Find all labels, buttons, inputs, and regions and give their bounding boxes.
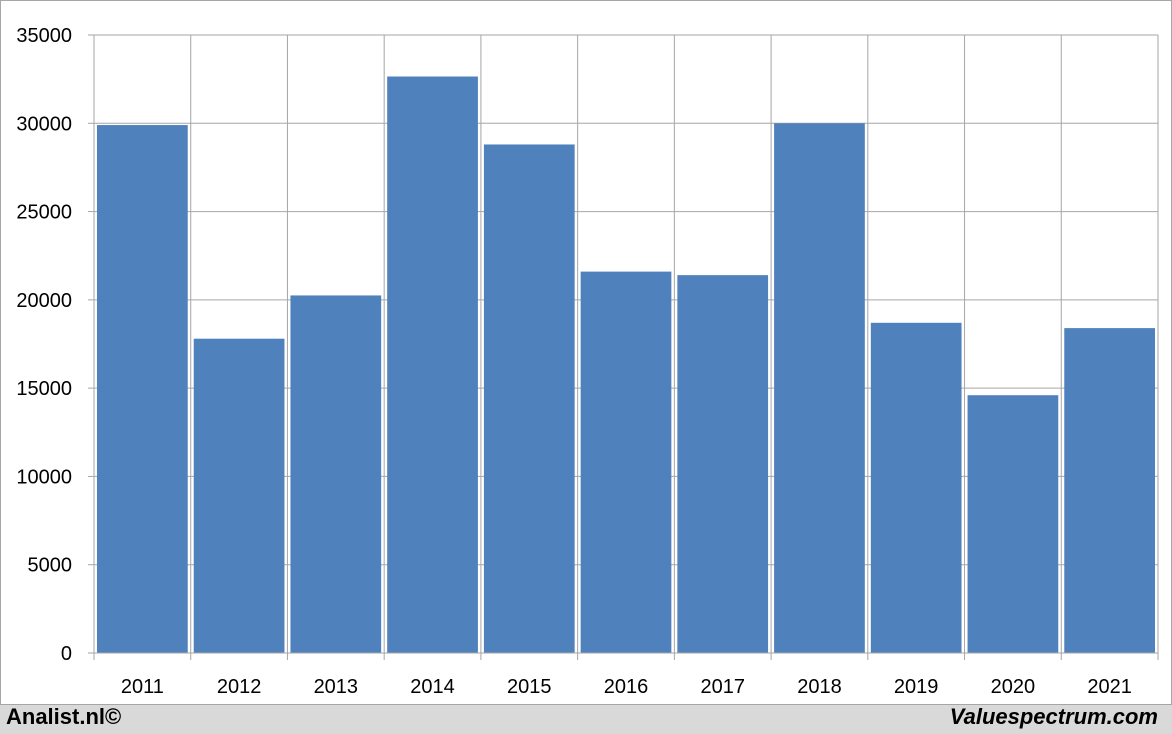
x-tick-label: 2019 — [894, 676, 939, 698]
bar-2017 — [677, 275, 769, 653]
bar-2015 — [483, 144, 575, 653]
y-tick-label: 20000 — [16, 290, 72, 312]
x-tick-label: 2021 — [1087, 676, 1132, 698]
bar-2019 — [870, 322, 962, 653]
x-tick-label: 2020 — [991, 676, 1036, 698]
x-tick-label: 2015 — [507, 676, 552, 698]
bar-2013 — [290, 295, 382, 653]
x-tick-label: 2013 — [314, 676, 359, 698]
y-tick-label: 10000 — [16, 466, 72, 488]
x-tick-label: 2017 — [700, 676, 745, 698]
x-tick-label: 2012 — [217, 676, 262, 698]
x-tick-label: 2018 — [797, 676, 842, 698]
y-tick-label: 15000 — [16, 378, 72, 400]
x-tick-label: 2011 — [121, 676, 164, 698]
grid-layer — [93, 34, 1159, 653]
label-layer: 0 5000 10000 15000 20000 25000 30000 35000 2011 2… — [16, 25, 1132, 698]
bar-2011 — [97, 125, 188, 653]
bar-2020 — [967, 395, 1059, 653]
y-tick-label: 30000 — [16, 113, 72, 135]
source-credit-right: Valuespectrum.com — [949, 704, 1158, 729]
bar-2016 — [580, 271, 672, 653]
y-tick-label: 25000 — [16, 202, 72, 224]
source-credit-left: Analist.nl© — [6, 704, 122, 729]
bar-chart: 0 5000 10000 15000 20000 25000 30000 35000 2011 2… — [16, 25, 1159, 698]
y-tick-label: 0 — [61, 643, 72, 665]
chart-frame: 0 5000 10000 15000 20000 25000 30000 35000 2011 2… — [0, 0, 1172, 705]
x-tick-label: 2014 — [410, 676, 455, 698]
x-tick-label: 2016 — [604, 676, 649, 698]
bar-2021 — [1064, 328, 1155, 653]
bar-layer — [97, 76, 1155, 654]
bar-2018 — [774, 123, 865, 654]
y-tick-label: 5000 — [28, 555, 73, 577]
bar-2012 — [193, 338, 285, 653]
bar-2014 — [387, 76, 478, 654]
y-tick-label: 35000 — [16, 25, 72, 47]
axis-layer — [88, 34, 1159, 660]
